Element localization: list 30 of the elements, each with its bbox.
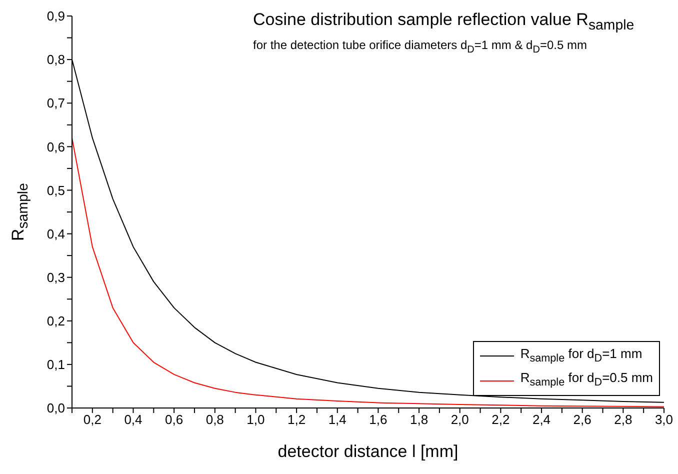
x-tick-label: 1,4 <box>328 412 346 428</box>
x-tick-label: 2,0 <box>450 412 469 428</box>
x-tick-label: 0,8 <box>206 412 224 428</box>
x-tick-label: 1,6 <box>369 412 388 428</box>
chart-title: Cosine distribution sample reflection value R$_{sample}$ <box>253 10 634 34</box>
x-tick-label: 0,2 <box>83 412 102 428</box>
x-tick-label: 0,6 <box>165 412 184 428</box>
x-tick-label: 1,0 <box>246 412 265 428</box>
x-tick-label: 2,6 <box>573 412 592 428</box>
y-tick-label: 0,9 <box>46 8 65 24</box>
x-tick-label: 2,2 <box>492 412 510 428</box>
y-tick-label: 0,5 <box>46 182 65 198</box>
x-tick-label: 1,8 <box>410 412 428 428</box>
y-tick-label: 0,8 <box>46 52 65 68</box>
y-tick-label: 0,1 <box>46 357 65 372</box>
y-tick-label: 0,3 <box>46 270 65 285</box>
x-axis-title: detector distance l [mm] <box>276 442 460 462</box>
legend-label: R$_{sample}$ for d$_{D}$=1 mm <box>520 344 642 366</box>
x-tick-label: 2,4 <box>532 412 551 428</box>
y-tick-label: 0,6 <box>46 139 65 154</box>
y-tick-label: 0,4 <box>46 226 65 242</box>
y-tick-label: 0,7 <box>46 96 65 111</box>
x-tick-label: 3,0 <box>654 412 674 428</box>
y-tick-label: 0,2 <box>46 314 65 329</box>
x-tick-label: 2,8 <box>614 412 632 428</box>
text: for the detection tube orifice diameters d$_{D}$=1 mm & d$_{D}$=0.5 mm <box>253 38 587 56</box>
y-tick-label: 0,0 <box>46 400 65 416</box>
legend-label: R$_{sample}$ for d$_{D}$=0.5 mm <box>520 369 653 391</box>
x-tick-label: 1,2 <box>288 412 306 428</box>
x-tick-label: 0,4 <box>124 412 142 428</box>
